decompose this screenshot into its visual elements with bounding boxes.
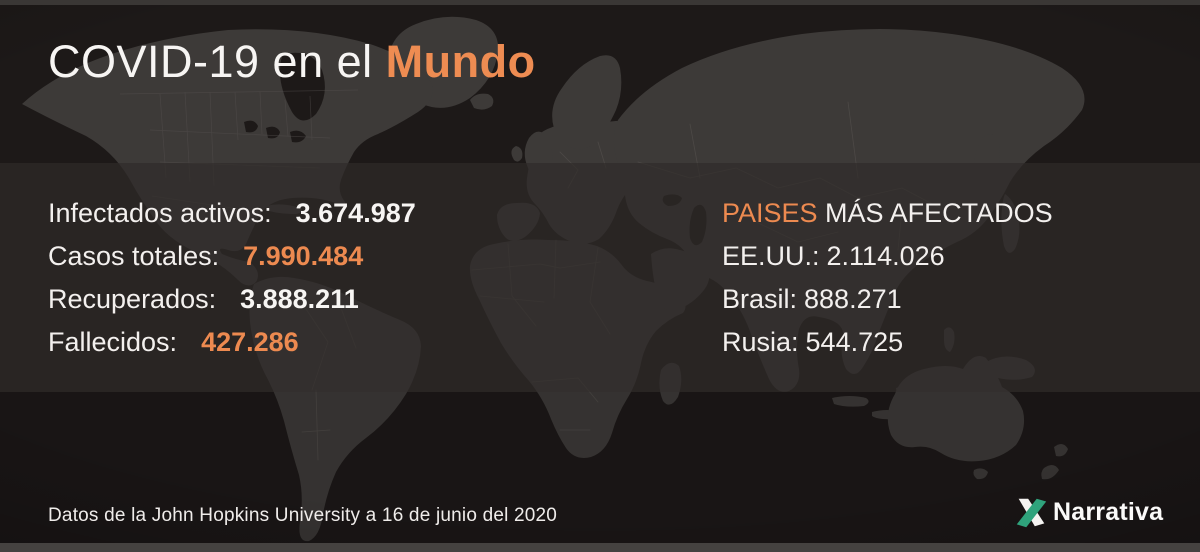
country-row-usa: EE.UU.: 2.114.026 [722, 241, 1053, 271]
country-value: 2.114.026 [826, 241, 945, 271]
countries-header: PAISES MÁS AFECTADOS [722, 198, 1053, 228]
brand-logo: Narrativa [1012, 494, 1163, 530]
title-highlight: Mundo [385, 36, 536, 87]
country-value: 544.725 [805, 327, 904, 357]
country-row-brazil: Brasil: 888.271 [722, 284, 1053, 314]
stat-label: Infectados activos: [48, 198, 272, 228]
top-edge-strip [0, 0, 1200, 5]
stat-value: 3.674.987 [295, 198, 416, 228]
global-stats-list: Infectados activos: 3.674.987 Casos total… [48, 198, 416, 357]
brand-name: Narrativa [1053, 497, 1164, 526]
stat-row-active: Infectados activos: 3.674.987 [48, 198, 416, 228]
stat-value: 3.888.211 [240, 284, 359, 314]
stat-row-deaths: Fallecidos: 427.286 [48, 327, 416, 357]
stat-row-recovered: Recuperados: 3.888.211 [48, 284, 416, 314]
stat-value: 427.286 [201, 327, 299, 357]
data-source-note: Datos de la John Hopkins University a 16… [48, 505, 558, 526]
countries-header-rest: MÁS AFECTADOS [817, 198, 1053, 228]
country-value: 888.271 [804, 284, 902, 314]
country-label: Rusia: [722, 327, 799, 357]
stat-label: Recuperados: [48, 284, 217, 314]
country-label: Brasil: [722, 284, 798, 314]
bottom-edge-strip [0, 543, 1200, 552]
countries-header-highlight: PAISES [722, 198, 818, 228]
page-title: COVID-19 en el Mundo [48, 36, 536, 88]
country-label: EE.UU.: [722, 241, 820, 271]
stats-band-overlay [0, 163, 1200, 392]
stat-label: Casos totales: [48, 241, 220, 271]
top-countries-list: PAISES MÁS AFECTADOS EE.UU.: 2.114.026 Br… [722, 198, 1053, 357]
bottom-shade [0, 392, 1200, 543]
title-prefix: COVID-19 en el [48, 36, 386, 87]
stat-row-total: Casos totales: 7.990.484 [48, 241, 416, 271]
narrativa-n-icon [1016, 498, 1047, 528]
country-row-russia: Rusia: 544.725 [722, 327, 1053, 357]
stat-label: Fallecidos: [48, 327, 178, 357]
stat-value: 7.990.484 [243, 241, 364, 271]
